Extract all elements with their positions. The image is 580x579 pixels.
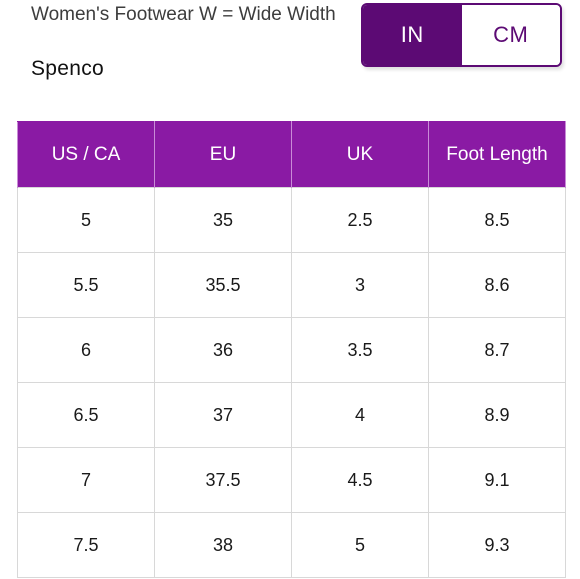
cell-us-ca: 7 bbox=[17, 447, 155, 513]
cell-uk: 4 bbox=[291, 382, 429, 448]
brand-name: Spenco bbox=[31, 57, 105, 80]
table-row: 5 35 2.5 8.5 bbox=[17, 187, 566, 253]
cell-foot-length: 8.6 bbox=[428, 252, 566, 318]
column-header-foot-length: Foot Length bbox=[428, 121, 566, 188]
cell-us-ca: 5 bbox=[17, 187, 155, 253]
column-header-uk: UK bbox=[291, 121, 429, 188]
size-table: US / CA EU UK Foot Length 5 35 2.5 8.5 5… bbox=[17, 121, 566, 578]
cell-uk: 5 bbox=[291, 512, 429, 578]
cell-uk: 3 bbox=[291, 252, 429, 318]
cell-foot-length: 8.5 bbox=[428, 187, 566, 253]
chart-subtitle: Women's Footwear W = Wide Width bbox=[31, 4, 336, 25]
cell-eu: 36 bbox=[154, 317, 292, 383]
cell-uk: 2.5 bbox=[291, 187, 429, 253]
table-row: 7 37.5 4.5 9.1 bbox=[17, 447, 566, 513]
cell-foot-length: 8.9 bbox=[428, 382, 566, 448]
cell-eu: 38 bbox=[154, 512, 292, 578]
table-row: 5.5 35.5 3 8.6 bbox=[17, 252, 566, 318]
cell-eu: 35.5 bbox=[154, 252, 292, 318]
unit-toggle: IN CM bbox=[361, 3, 562, 67]
cell-us-ca: 7.5 bbox=[17, 512, 155, 578]
column-header-us-ca: US / CA bbox=[17, 121, 155, 188]
cell-eu: 37.5 bbox=[154, 447, 292, 513]
cell-foot-length: 8.7 bbox=[428, 317, 566, 383]
table-row: 7.5 38 5 9.3 bbox=[17, 512, 566, 578]
cell-uk: 4.5 bbox=[291, 447, 429, 513]
cell-foot-length: 9.3 bbox=[428, 512, 566, 578]
cell-foot-length: 9.1 bbox=[428, 447, 566, 513]
cell-us-ca: 6.5 bbox=[17, 382, 155, 448]
cell-eu: 37 bbox=[154, 382, 292, 448]
table-row: 6.5 37 4 8.9 bbox=[17, 382, 566, 448]
unit-in-button[interactable]: IN bbox=[363, 5, 462, 65]
unit-cm-button[interactable]: CM bbox=[461, 5, 560, 65]
cell-eu: 35 bbox=[154, 187, 292, 253]
table-row: 6 36 3.5 8.7 bbox=[17, 317, 566, 383]
column-header-eu: EU bbox=[154, 121, 292, 188]
cell-us-ca: 5.5 bbox=[17, 252, 155, 318]
table-header-row: US / CA EU UK Foot Length bbox=[17, 121, 566, 188]
cell-us-ca: 6 bbox=[17, 317, 155, 383]
cell-uk: 3.5 bbox=[291, 317, 429, 383]
